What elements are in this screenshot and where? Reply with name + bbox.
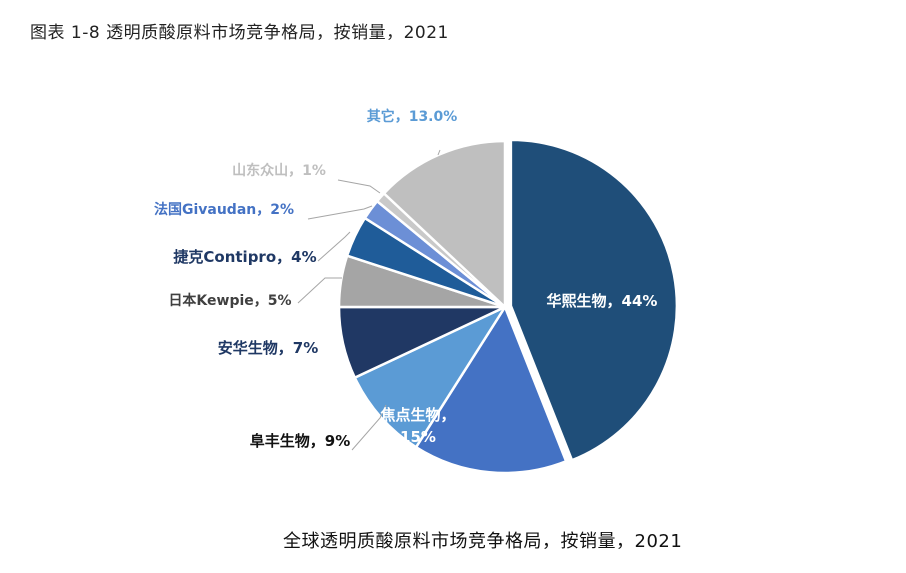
slice-label-0: 华熙生物，44% bbox=[547, 292, 658, 310]
figure-caption: 全球透明质酸原料市场竞争格局，按销量，2021 bbox=[283, 531, 683, 552]
pie-slice-1 bbox=[414, 304, 568, 475]
slice-label-1: 焦点生物， 15% bbox=[379, 406, 455, 446]
slice-label-4: 日本Kewpie，5% bbox=[168, 292, 291, 309]
slice-label-5: 捷克Contipro，4% bbox=[173, 248, 316, 266]
leader-line-5 bbox=[317, 231, 351, 262]
leader-line-6 bbox=[307, 205, 373, 220]
pie-slice-8 bbox=[382, 139, 507, 310]
leader-line-7 bbox=[337, 179, 381, 194]
pie-slice-0 bbox=[509, 138, 679, 462]
leader-line-2 bbox=[351, 404, 387, 451]
slice-label-3: 安华生物，7% bbox=[218, 339, 318, 357]
slice-label-2: 阜丰生物，9% bbox=[250, 432, 350, 450]
slice-label-7: 山东众山，1% bbox=[232, 162, 326, 179]
leader-line-8 bbox=[437, 149, 441, 156]
figure-title: 图表 1-8 透明质酸原料市场竞争格局，按销量，2021 bbox=[30, 23, 449, 43]
slice-label-8: 其它，13.0% bbox=[367, 108, 458, 125]
leader-line-4 bbox=[297, 277, 342, 304]
slice-label-6: 法国Givaudan，2% bbox=[154, 201, 294, 218]
